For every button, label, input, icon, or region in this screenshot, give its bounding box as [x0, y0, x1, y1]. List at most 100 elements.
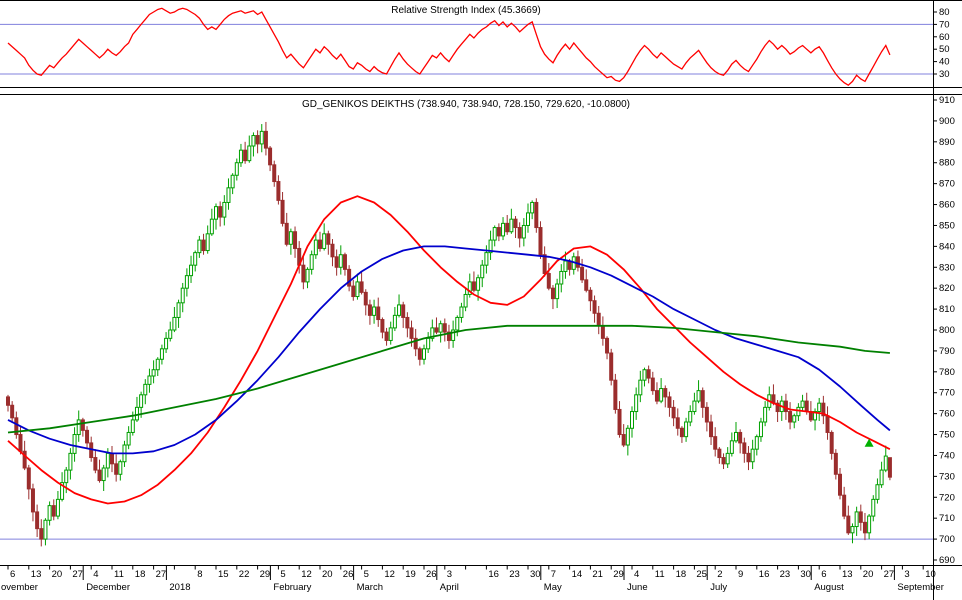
candle-body	[388, 327, 393, 341]
week-label: 20	[322, 569, 333, 580]
ma-fast-red-line	[7, 195, 891, 505]
candle-body	[459, 306, 464, 318]
rsi-title: Relative Strength Index (45.3669)	[391, 5, 541, 16]
candle-body	[342, 254, 347, 270]
week-label: 3	[447, 569, 452, 580]
week-label: 20	[52, 569, 63, 580]
price-panel	[0, 121, 933, 547]
candle-body	[538, 227, 543, 256]
candle-body	[197, 239, 202, 254]
week-label: 16	[759, 569, 770, 580]
candle-body	[284, 222, 289, 245]
candle-body	[605, 337, 610, 354]
week-label: 29	[260, 569, 271, 580]
candle-body	[738, 431, 743, 444]
buy-signal-arrow-icon	[864, 438, 874, 447]
candle-body	[833, 452, 838, 475]
candle-body	[476, 277, 481, 291]
candle-body	[172, 316, 177, 331]
week-label: 16	[488, 569, 499, 580]
price-axis-label: 810	[939, 304, 955, 315]
candle-body	[517, 227, 522, 239]
candle-body	[521, 224, 526, 239]
candle-body	[193, 252, 198, 266]
month-label: March	[357, 582, 383, 593]
candle-body	[534, 201, 539, 229]
candle-body	[559, 270, 564, 285]
candle-body	[97, 469, 102, 482]
candle-body	[592, 300, 597, 314]
candle-body	[530, 201, 535, 214]
rsi-panel	[0, 7, 933, 87]
rsi-line	[7, 7, 891, 87]
week-label: 21	[592, 569, 603, 580]
price-axis-label: 800	[939, 325, 955, 336]
candle-body	[817, 402, 822, 413]
candle-body	[363, 291, 368, 306]
week-label: 6	[10, 569, 15, 580]
rsi-axis-label: 30	[939, 69, 950, 80]
price-axis-label: 900	[939, 116, 955, 127]
price-axis-label: 740	[939, 450, 955, 461]
candle-body	[355, 281, 360, 298]
candle-body	[139, 394, 144, 408]
candle-body	[488, 239, 493, 254]
candle-body	[230, 174, 235, 189]
candle-body	[854, 511, 859, 528]
candle-body	[134, 406, 139, 421]
candle-body	[114, 463, 119, 475]
week-label: 13	[31, 569, 42, 580]
week-label: 26	[343, 569, 354, 580]
candle-body	[147, 375, 152, 385]
candle-body	[6, 396, 10, 406]
candle-body	[717, 448, 722, 459]
price-axis-label: 710	[939, 513, 955, 524]
candle-body	[746, 452, 751, 463]
candle-body	[584, 279, 589, 291]
candle-body	[39, 528, 44, 540]
candle-body	[642, 369, 647, 381]
week-label: 18	[676, 569, 687, 580]
week-label: 2	[717, 569, 722, 580]
candle-body	[238, 149, 243, 164]
candle-body	[850, 526, 855, 534]
candle-body	[575, 256, 580, 268]
candle-body	[663, 388, 668, 398]
candle-body	[858, 511, 863, 523]
candle-body	[513, 218, 518, 229]
candle-body	[397, 304, 402, 316]
price-axis-label: 690	[939, 555, 955, 566]
week-label: 22	[239, 569, 250, 580]
candle-body	[563, 260, 568, 272]
candle-body	[862, 521, 867, 534]
candle-body	[80, 419, 85, 431]
candle-body	[825, 415, 830, 433]
candle-body	[700, 390, 705, 408]
candle-body	[725, 452, 730, 465]
candle-body	[621, 434, 626, 446]
candle-body	[600, 325, 605, 339]
candle-body	[259, 130, 264, 145]
price-axis-label: 760	[939, 409, 955, 420]
candle-body	[47, 505, 52, 521]
candle-body	[821, 402, 826, 417]
week-label: 6	[821, 569, 826, 580]
candle-body	[875, 484, 880, 500]
candle-body	[55, 498, 60, 517]
candle-body	[222, 201, 227, 218]
candle-body	[276, 181, 281, 201]
candle-body	[180, 287, 185, 304]
week-label: 29	[613, 569, 624, 580]
month-label: February	[273, 582, 311, 593]
month-label: August	[814, 582, 844, 593]
candle-body	[646, 369, 651, 379]
candle-body	[713, 436, 718, 450]
candle-body	[426, 337, 431, 350]
candle-body	[667, 396, 672, 408]
candle-body	[546, 273, 551, 289]
candle-body	[846, 515, 851, 534]
candle-body	[501, 222, 506, 237]
candle-body	[10, 404, 15, 419]
